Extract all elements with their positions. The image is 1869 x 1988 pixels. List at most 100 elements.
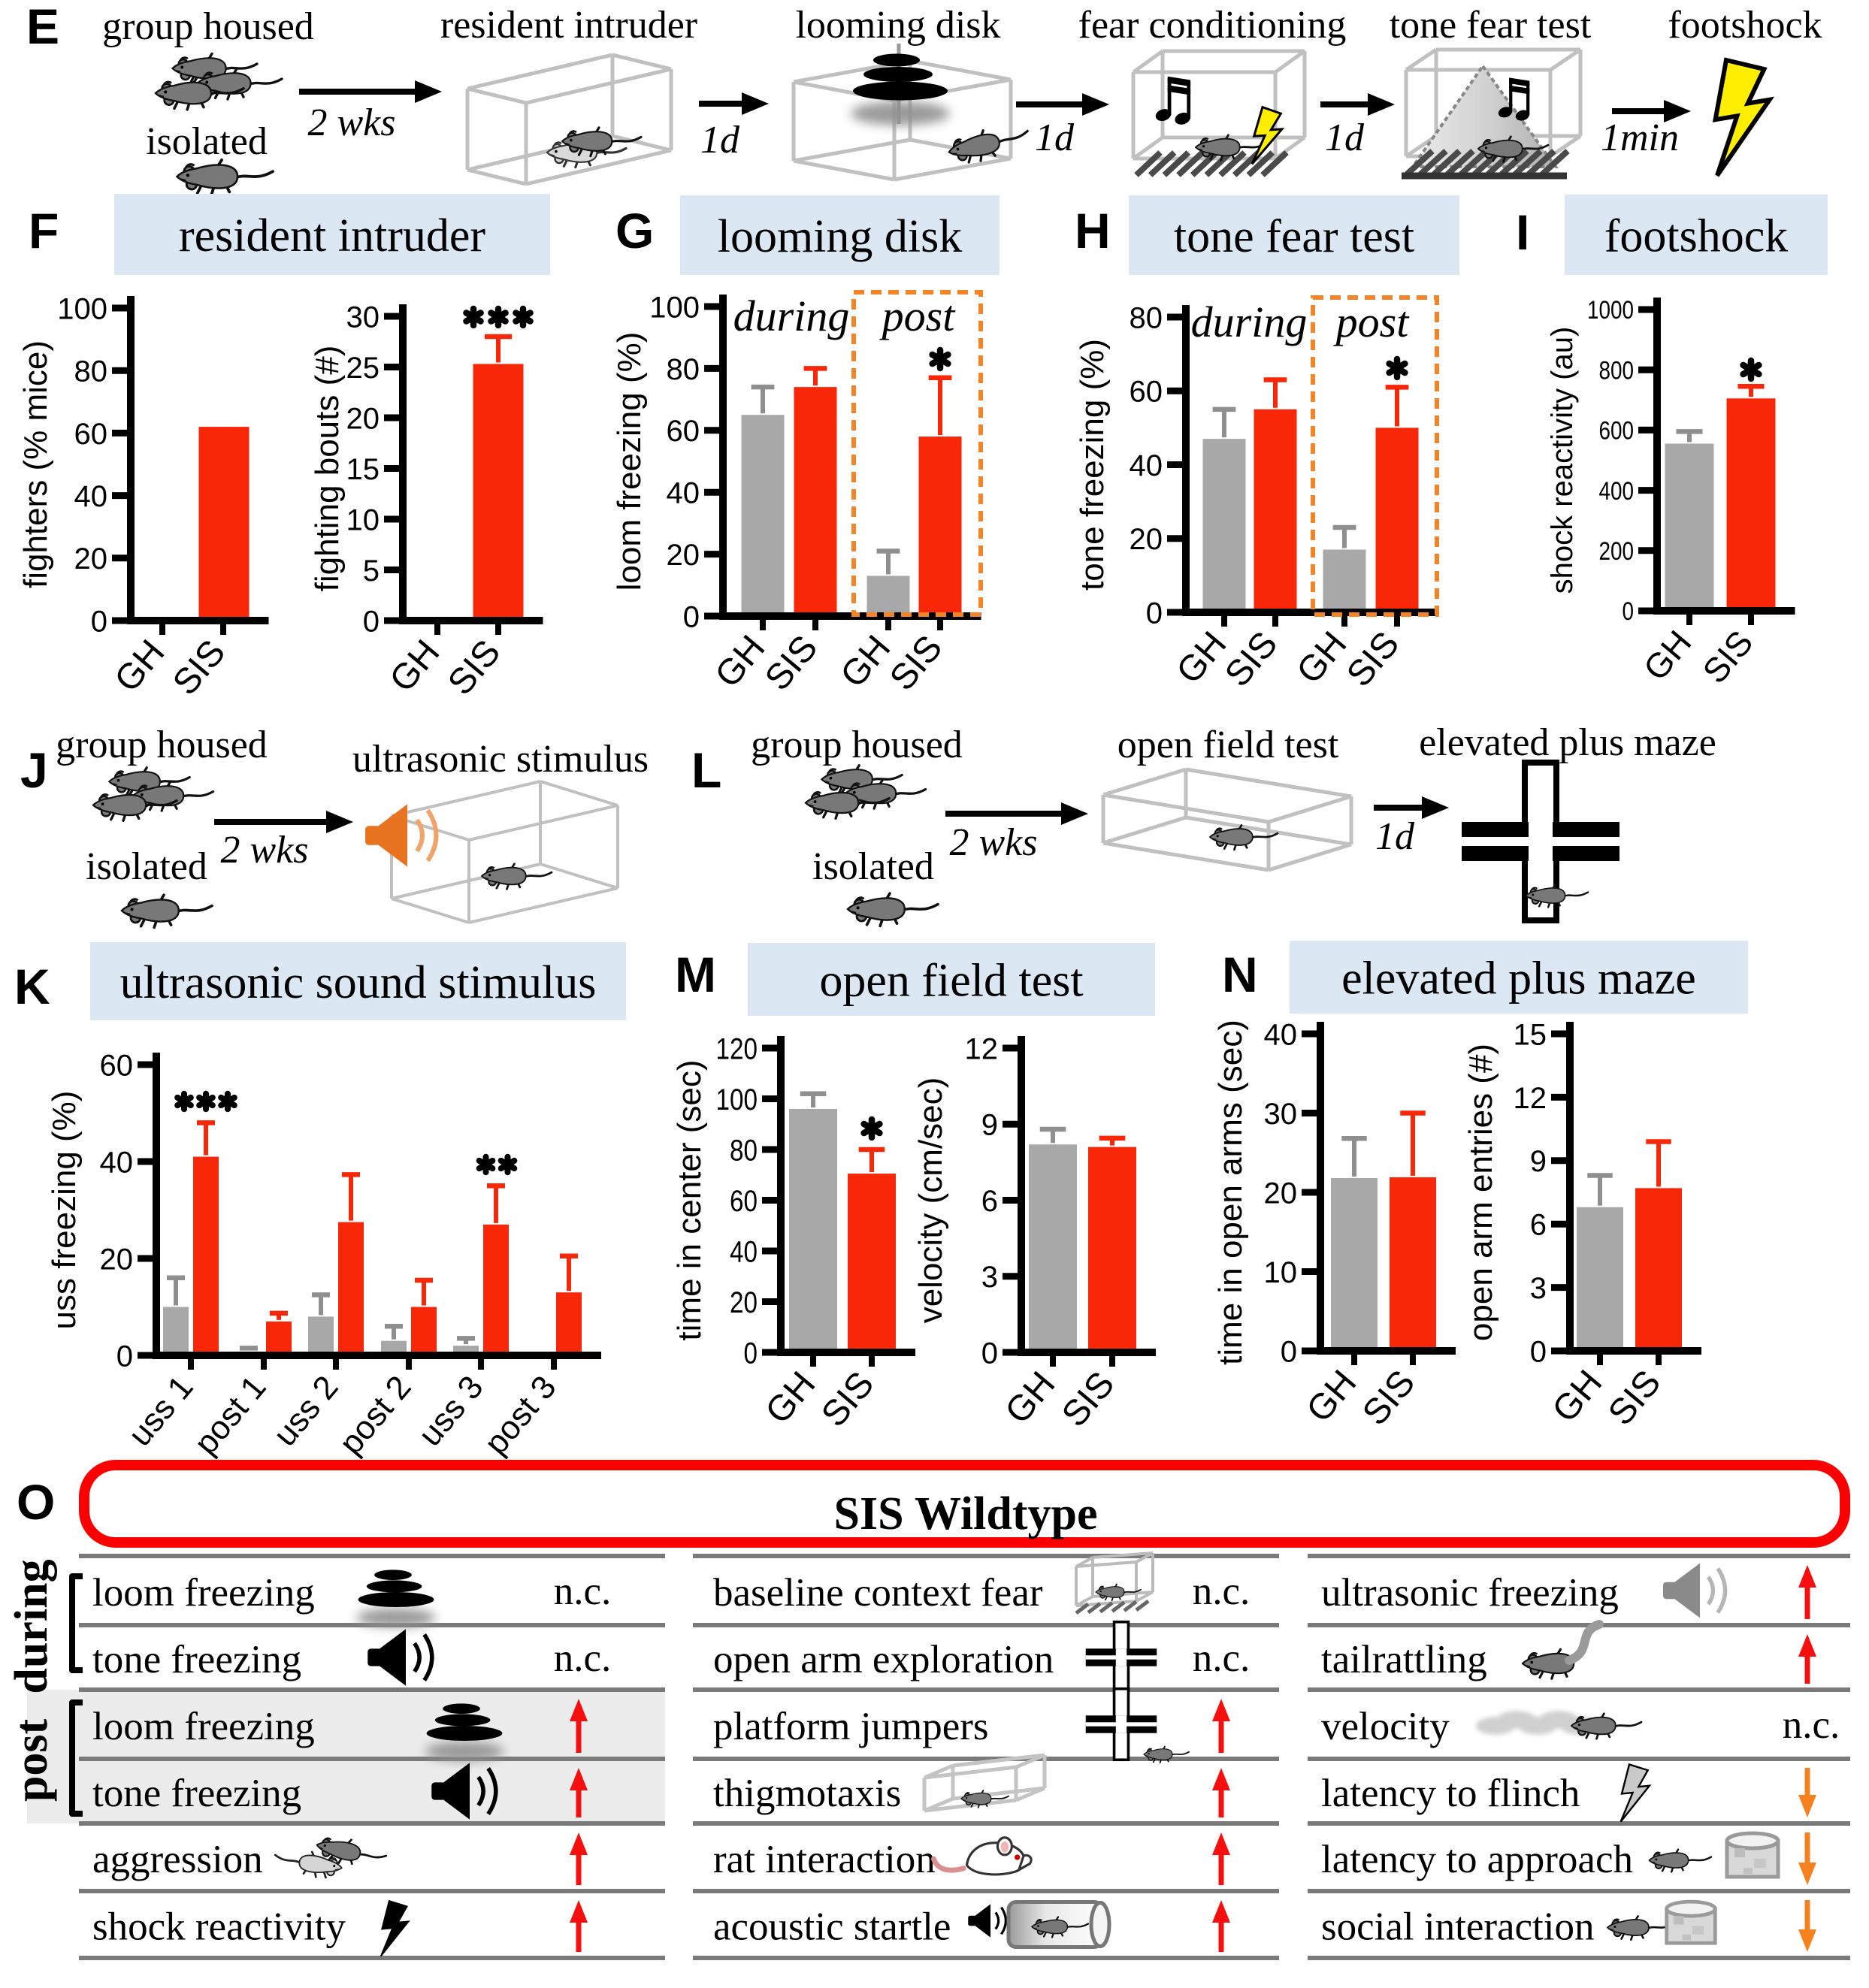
svg-text:resident intruder: resident intruder <box>440 4 697 47</box>
svg-text:post: post <box>1333 298 1411 346</box>
svg-text:1d: 1d <box>1375 815 1415 858</box>
svg-text:isolated: isolated <box>812 845 934 888</box>
svg-text:12: 12 <box>1514 1082 1547 1115</box>
svg-text:n.c.: n.c. <box>1193 1636 1251 1680</box>
svg-text:5: 5 <box>363 554 380 588</box>
svg-text:resident intruder: resident intruder <box>179 210 485 261</box>
svg-text:latency to approach: latency to approach <box>1321 1838 1633 1881</box>
svg-text:15: 15 <box>1514 1018 1547 1051</box>
svg-text:platform jumpers: platform jumpers <box>713 1705 989 1748</box>
svg-text:6: 6 <box>1530 1209 1547 1242</box>
svg-text:rat interaction: rat interaction <box>713 1838 936 1881</box>
svg-text:M: M <box>675 947 716 1002</box>
svg-text:tone fear test: tone fear test <box>1390 4 1592 47</box>
svg-text:1min: 1min <box>1601 116 1679 159</box>
svg-text:velocity (cm/sec): velocity (cm/sec) <box>912 1077 949 1324</box>
svg-text:ultrasonic sound stimulus: ultrasonic sound stimulus <box>120 957 597 1008</box>
svg-text:time in center (sec): time in center (sec) <box>671 1059 708 1340</box>
svg-text:during: during <box>733 292 850 340</box>
svg-text:0: 0 <box>744 1337 758 1370</box>
svg-text:n.c.: n.c. <box>554 1636 612 1680</box>
svg-text:0: 0 <box>1281 1335 1297 1368</box>
svg-text:looming disk: looming disk <box>718 211 963 262</box>
svg-text:10: 10 <box>1264 1256 1298 1289</box>
svg-text:20: 20 <box>730 1286 758 1319</box>
svg-text:20: 20 <box>74 542 108 576</box>
svg-text:100: 100 <box>57 292 107 325</box>
svg-text:footshock: footshock <box>1668 4 1822 47</box>
svg-text:n.c.: n.c. <box>1193 1570 1251 1613</box>
svg-text:30: 30 <box>346 301 380 334</box>
svg-text:social interaction: social interaction <box>1321 1905 1595 1949</box>
svg-text:0: 0 <box>91 605 107 638</box>
svg-text:isolated: isolated <box>146 120 268 163</box>
svg-text:9: 9 <box>1530 1145 1547 1178</box>
svg-text:looming disk: looming disk <box>795 4 1000 47</box>
svg-text:15: 15 <box>346 453 380 486</box>
svg-text:0: 0 <box>363 605 380 638</box>
svg-text:3: 3 <box>981 1261 998 1294</box>
svg-text:2 wks: 2 wks <box>950 821 1038 864</box>
svg-text:800: 800 <box>1599 356 1635 385</box>
svg-text:post: post <box>879 292 957 340</box>
svg-text:6: 6 <box>981 1185 998 1218</box>
svg-text:60: 60 <box>74 418 108 451</box>
svg-text:fighting bouts (#): fighting bouts (#) <box>309 346 346 592</box>
svg-text:K: K <box>14 959 50 1014</box>
svg-text:L: L <box>691 742 721 798</box>
svg-text:isolated: isolated <box>86 845 207 888</box>
svg-text:40: 40 <box>1264 1018 1298 1051</box>
svg-text:80: 80 <box>74 355 108 388</box>
svg-text:tone freezing: tone freezing <box>92 1638 301 1681</box>
svg-text:n.c.: n.c. <box>1783 1703 1840 1747</box>
svg-text:0: 0 <box>116 1340 133 1373</box>
svg-text:ultrasonic freezing: ultrasonic freezing <box>1321 1571 1619 1615</box>
svg-text:20: 20 <box>346 402 380 435</box>
svg-text:12: 12 <box>965 1032 999 1065</box>
svg-text:H: H <box>1075 203 1111 258</box>
svg-text:120: 120 <box>716 1032 758 1065</box>
svg-text:acoustic startle: acoustic startle <box>713 1905 951 1949</box>
svg-text:O: O <box>17 1474 55 1530</box>
svg-text:40: 40 <box>74 480 108 513</box>
svg-text:0: 0 <box>1623 597 1635 626</box>
svg-text:60: 60 <box>730 1185 758 1218</box>
svg-text:loom freezing: loom freezing <box>92 1705 315 1748</box>
svg-text:10: 10 <box>346 503 380 536</box>
svg-text:loom freezing (%): loom freezing (%) <box>611 332 648 591</box>
svg-text:1d: 1d <box>1325 116 1365 159</box>
svg-text:E: E <box>26 0 59 54</box>
svg-text:20: 20 <box>1264 1177 1298 1210</box>
svg-text:open field test: open field test <box>1117 724 1339 766</box>
svg-text:20: 20 <box>1130 523 1163 556</box>
svg-text:SIS Wildtype: SIS Wildtype <box>834 1488 1098 1539</box>
svg-text:400: 400 <box>1599 477 1635 506</box>
svg-text:G: G <box>615 203 654 258</box>
svg-text:60: 60 <box>667 415 700 448</box>
svg-text:20: 20 <box>100 1243 134 1276</box>
svg-text:tone freezing: tone freezing <box>92 1772 301 1815</box>
svg-text:2 wks: 2 wks <box>221 829 309 872</box>
svg-text:group housed: group housed <box>751 724 963 766</box>
svg-text:open arm entries (#): open arm entries (#) <box>1462 1044 1499 1341</box>
svg-text:time in open arms (sec): time in open arms (sec) <box>1212 1020 1249 1365</box>
svg-text:tone freezing (%): tone freezing (%) <box>1074 339 1111 591</box>
svg-text:40: 40 <box>730 1235 758 1268</box>
svg-text:200: 200 <box>1599 537 1635 566</box>
svg-text:elevated plus maze: elevated plus maze <box>1419 721 1716 764</box>
svg-text:tailrattling: tailrattling <box>1321 1638 1487 1681</box>
svg-text:fear conditioning: fear conditioning <box>1078 4 1347 47</box>
svg-text:25: 25 <box>346 352 380 385</box>
svg-text:tone fear test: tone fear test <box>1174 211 1414 262</box>
svg-text:0: 0 <box>981 1337 998 1370</box>
svg-text:n.c.: n.c. <box>554 1570 612 1613</box>
svg-text:open arm exploration: open arm exploration <box>713 1638 1054 1681</box>
svg-text:thigmotaxis: thigmotaxis <box>713 1772 901 1815</box>
svg-text:80: 80 <box>1130 301 1163 334</box>
svg-text:80: 80 <box>730 1134 758 1167</box>
svg-text:0: 0 <box>683 600 700 633</box>
svg-text:60: 60 <box>100 1049 134 1082</box>
svg-text:footshock: footshock <box>1604 211 1789 262</box>
svg-text:ultrasonic stimulus: ultrasonic stimulus <box>352 738 649 781</box>
svg-text:I: I <box>1516 204 1529 260</box>
